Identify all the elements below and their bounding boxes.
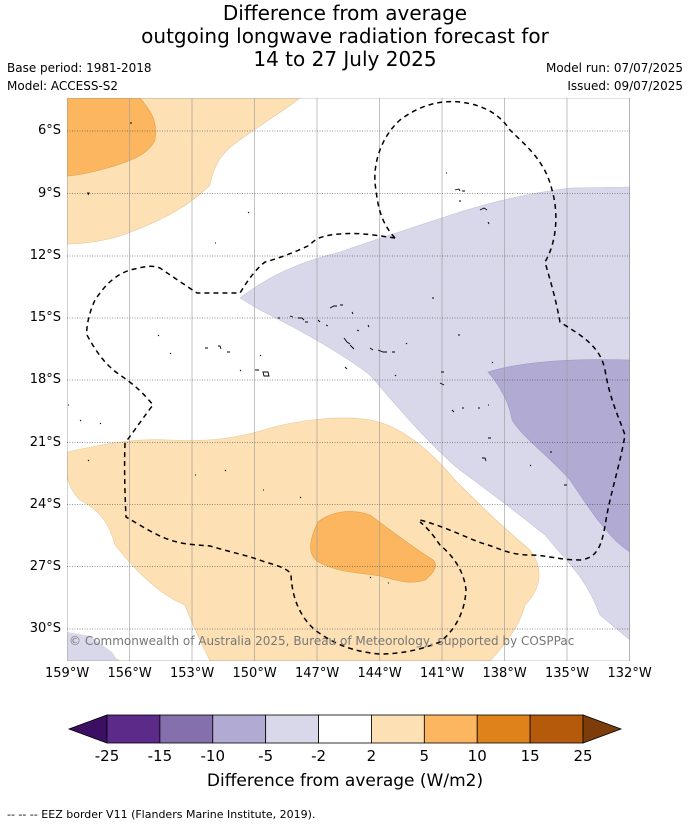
colorbar-segment [476,714,531,744]
lat-label: 9°S [37,185,61,201]
gridlines [67,98,630,661]
colorbar-tick-label: 2 [367,747,377,765]
colorbar-tick-label: -25 [95,747,120,765]
colorbar-tick-label: -2 [311,747,326,765]
colorbar-tick-label: 5 [420,747,430,765]
lat-label: 27°S [29,558,61,574]
base-period: Base period: 1981-2018 [7,61,152,75]
colorbar-tick-label: -10 [201,747,226,765]
colorbar-segment [423,714,478,744]
colorbar-extend-low [67,714,108,744]
copyright-notice: © Commonwealth of Australia 2025, Bureau… [69,634,575,648]
lon-label: 132°W [607,666,652,681]
lat-label: 24°S [29,496,61,512]
lon-label: 144°W [357,666,402,681]
lon-label: 150°W [232,666,277,681]
lat-label: 30°S [29,621,61,636]
lat-label: 21°S [29,434,61,450]
colorbar-segment [159,714,214,744]
region-light-purple-sw [67,632,118,661]
colorbar-tick-label: 25 [573,747,592,765]
colorbar-segment [212,714,267,744]
colorbar: -25 -15 -10 -5 -2 2 5 10 15 25 [67,714,623,765]
region-light-purple [239,186,630,641]
map-plot [67,98,630,661]
region-light-orange-south [67,417,540,661]
title-line-1: Difference from average [222,1,468,25]
lon-label: 159°W [45,666,90,681]
colorbar-segment [529,714,584,744]
issued-date: Issued: 09/07/2025 [567,79,683,93]
colorbar-tick-label: -5 [258,747,273,765]
title-line-3: 14 to 27 July 2025 [253,47,437,71]
model-run: Model run: 07/07/2025 [545,61,683,75]
island-coastlines [68,122,567,584]
lat-label: 6°S [37,123,61,138]
region-medium-purple [487,359,630,553]
region-orange-south [310,511,436,583]
colorbar-segment [371,714,425,744]
map-title: Difference from average outgoing longwav… [0,2,690,71]
lon-label: 135°W [545,666,590,681]
eez-footer-note: -- -- -- EEZ border V11 (Flanders Marine… [7,808,316,821]
title-line-2: outgoing longwave radiation forecast for [141,24,549,48]
lon-label: 138°W [482,666,527,681]
colorbar-label: Difference from average (W/m2) [206,771,484,791]
meta-right: Model run: 07/07/2025 Issued: 09/07/2025 [546,59,683,95]
region-orange-nw [67,98,156,177]
lon-label: 147°W [295,666,340,681]
colorbar-extend-high [582,714,623,744]
lat-label: 12°S [29,248,61,263]
meta-left: Base period: 1981-2018 Model: ACCESS-S2 [7,59,152,95]
colorbar-segment [318,714,372,744]
lon-label: 141°W [420,666,465,681]
eez-borders [86,100,626,655]
lon-label: 156°W [107,666,152,681]
colorbar-segment [265,714,319,744]
lat-label: 18°S [29,372,61,387]
colorbar-tick-label: 10 [468,747,487,765]
colorbar-tick-label: 15 [521,747,540,765]
colorbar-segment [106,714,161,744]
model-name: Model: ACCESS-S2 [7,79,119,93]
lat-label: 15°S [29,310,61,325]
lon-label: 153°W [170,666,215,681]
colorbar-tick-label: -15 [148,747,173,765]
